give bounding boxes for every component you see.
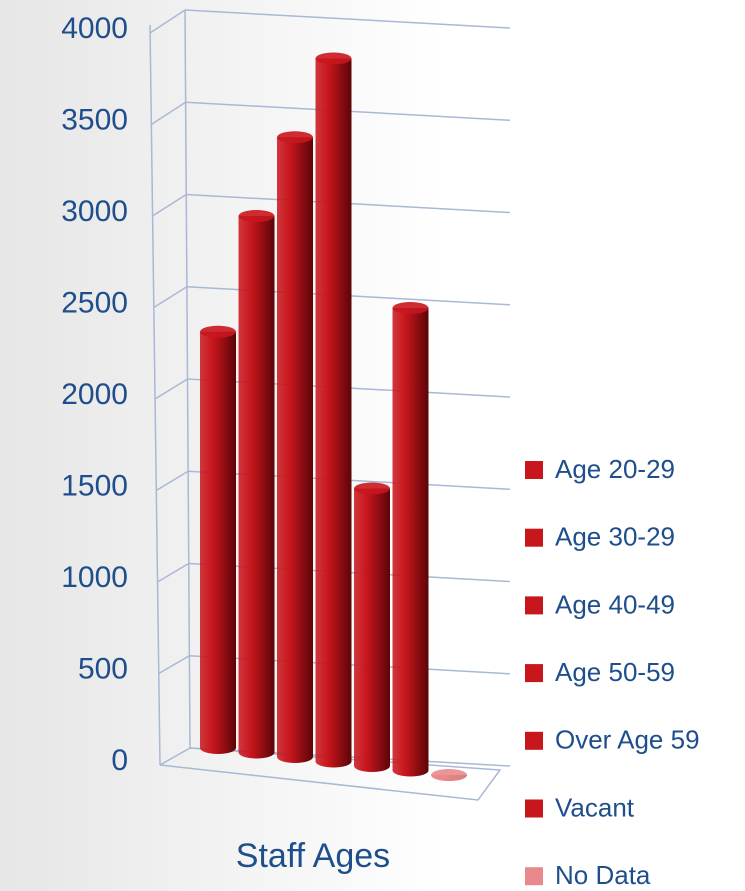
cylinder (354, 482, 390, 772)
legend-swatch (525, 867, 543, 886)
cylinder-top (200, 325, 236, 338)
grid-line (149, 9, 511, 34)
wall-edge (149, 24, 161, 766)
legend-label: Over Age 59 (555, 725, 700, 755)
cylinder-body (315, 58, 352, 768)
y-tick-label: 1000 (61, 561, 128, 594)
legend-label: Vacant (555, 792, 635, 822)
legend-label: Age 30-29 (555, 522, 675, 552)
grid-line (153, 285, 511, 309)
legend-swatch (525, 799, 543, 818)
y-tick-label: 1500 (61, 469, 128, 502)
y-tick-label: 3000 (61, 195, 128, 228)
grid-line (150, 101, 511, 126)
cylinder (315, 52, 352, 768)
x-tick-label: Staff Ages (236, 837, 390, 875)
cylinder (238, 210, 275, 759)
cylinder-top (392, 302, 429, 314)
cylinder-top (431, 769, 467, 781)
y-tick-label: 3500 (61, 103, 128, 136)
cylinder (392, 302, 429, 777)
cylinder-body (200, 331, 236, 754)
cylinder (431, 769, 467, 781)
y-tick-label: 0 (111, 744, 128, 777)
cylinder-body (392, 308, 429, 777)
legend-label: Age 20-29 (555, 454, 675, 484)
legend-swatch (525, 461, 543, 479)
cylinder (277, 131, 313, 763)
cylinder-body (354, 488, 390, 772)
cylinder-body (277, 137, 313, 763)
legend-swatch (525, 731, 543, 750)
legend-label: No Data (555, 860, 651, 890)
y-tick-label: 4000 (61, 12, 128, 45)
cylinder-body (238, 216, 275, 759)
legend-label: Age 40-49 (555, 589, 675, 619)
cylinder-top (354, 482, 390, 495)
cylinder-top (277, 131, 313, 144)
cylinder-top (315, 52, 352, 65)
y-tick-label: 500 (78, 652, 128, 685)
legend-swatch (525, 664, 543, 683)
grid-line (152, 193, 511, 217)
legend-swatch (525, 596, 543, 615)
legend-swatch (525, 528, 543, 547)
legend-label: Age 50-59 (555, 657, 675, 687)
cylinder-top (238, 210, 275, 222)
y-tick-label: 2000 (61, 378, 128, 411)
cylinder (200, 325, 236, 754)
y-tick-label: 2500 (61, 286, 128, 319)
